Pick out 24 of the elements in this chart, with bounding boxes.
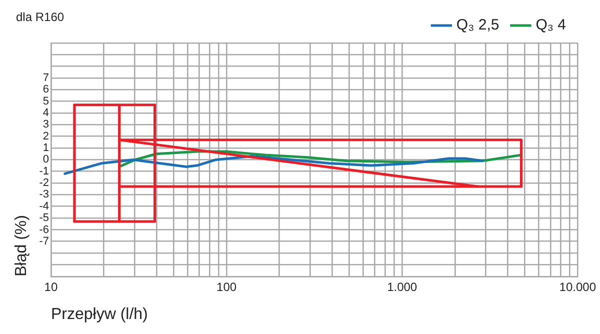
y-tick-label: -5 bbox=[39, 212, 49, 224]
y-tick-label: 0 bbox=[42, 154, 49, 166]
x-tick-label: 10.000 bbox=[559, 280, 596, 294]
y-tick-label: 7 bbox=[42, 72, 49, 84]
chart-title: dla R160 bbox=[16, 10, 64, 24]
y-tick-label: -1 bbox=[39, 165, 49, 178]
y-axis-title: Błąd (%) bbox=[13, 215, 30, 276]
y-tick-label: -4 bbox=[39, 200, 49, 212]
x-tick-label: 10 bbox=[44, 280, 58, 294]
y-tick-label: -6 bbox=[39, 224, 49, 236]
x-tick-label: 100 bbox=[216, 280, 237, 294]
y-tick-label: 1 bbox=[42, 142, 49, 154]
y-tick-label: -2 bbox=[39, 177, 49, 190]
y-tick-label: 3 bbox=[42, 118, 49, 131]
legend-label: Q₃ 2,5 bbox=[456, 16, 500, 34]
x-tick-label: 1.000 bbox=[387, 280, 418, 294]
legend-label: Q₃ 4 bbox=[536, 16, 566, 34]
y-tick-label: 5 bbox=[42, 95, 49, 108]
y-tick-label: 6 bbox=[42, 84, 49, 96]
y-tick-label: 4 bbox=[42, 107, 49, 120]
y-tick-label: 2 bbox=[42, 130, 49, 142]
y-tick-label: -3 bbox=[39, 188, 49, 201]
x-axis-title: Przepływ (l/h) bbox=[50, 306, 148, 323]
y-tick-label: -7 bbox=[39, 235, 49, 248]
